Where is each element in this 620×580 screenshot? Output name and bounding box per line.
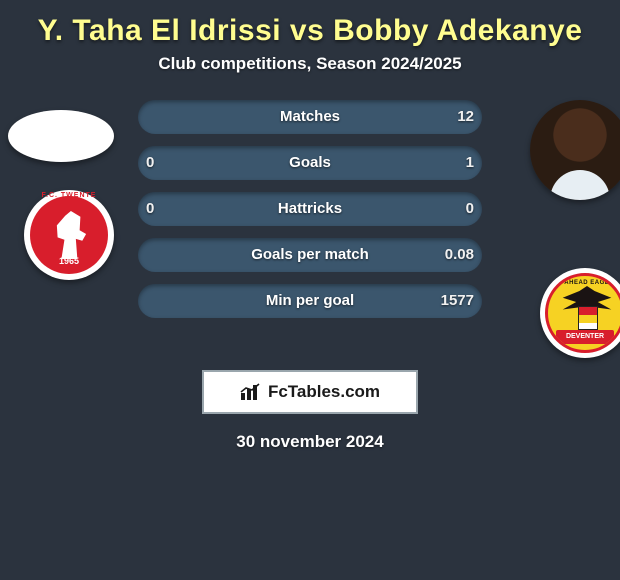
club-right-name-arc: GO AHEAD EAGLES [548, 280, 620, 286]
horse-icon [50, 211, 88, 259]
gae-inner: GO AHEAD EAGLES DEVENTER [545, 273, 620, 353]
comparison-stage: F.C. TWENTE 1965 GO AHEAD EAGLES DEVENTE… [0, 100, 620, 360]
page-subtitle: Club competitions, Season 2024/2025 [0, 54, 620, 74]
stat-value-right: 1 [466, 154, 474, 171]
stat-row: Goals per match0.08 [138, 238, 482, 272]
stat-value-right: 0 [466, 200, 474, 217]
shield-icon [578, 306, 598, 330]
footer-date: 30 november 2024 [0, 432, 620, 452]
stat-value-right: 0.08 [445, 246, 474, 263]
stat-value-left: 0 [146, 154, 154, 171]
stat-bars: Matches12Goals01Hattricks00Goals per mat… [138, 100, 482, 330]
stat-label: Goals per match [138, 246, 482, 263]
stat-row: Goals0 1 [138, 146, 482, 180]
stat-row: Matches12 [138, 100, 482, 134]
club-right-city: DEVENTER [556, 330, 614, 344]
brand-watermark: FcTables.com [202, 370, 418, 414]
player-right-avatar [530, 100, 620, 200]
brand-text: FcTables.com [268, 382, 380, 402]
player-left-avatar [8, 110, 114, 162]
stat-label: Matches [138, 108, 482, 125]
bars-icon [240, 383, 262, 401]
twente-inner: 1965 [30, 196, 108, 274]
stat-label: Hattricks [138, 200, 482, 217]
stat-label: Min per goal [138, 292, 482, 309]
club-left-year: 1965 [30, 256, 108, 266]
page-title: Y. Taha El Idrissi vs Bobby Adekanye [0, 0, 620, 54]
club-right-crest: GO AHEAD EAGLES DEVENTER [540, 268, 620, 358]
stat-value-left: 0 [146, 200, 154, 217]
stat-value-right: 1577 [441, 292, 474, 309]
stat-value-right: 12 [457, 108, 474, 125]
stat-row: Min per goal1577 [138, 284, 482, 318]
stat-row: Hattricks0 0 [138, 192, 482, 226]
club-left-crest: F.C. TWENTE 1965 [24, 190, 114, 280]
stat-label: Goals [138, 154, 482, 171]
